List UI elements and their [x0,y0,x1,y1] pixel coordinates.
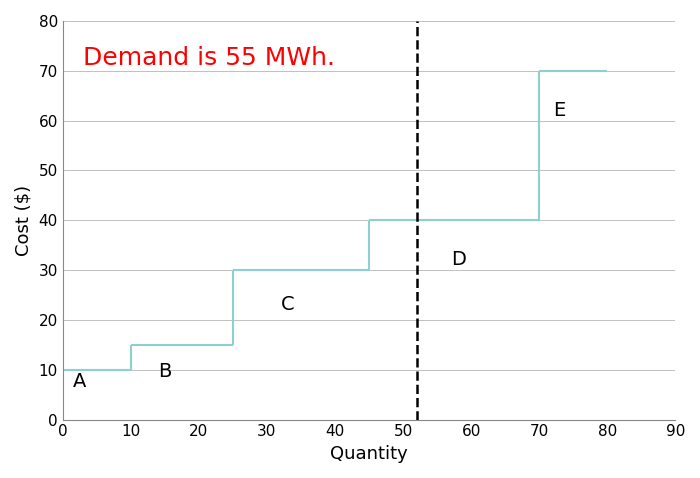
Text: D: D [451,250,466,269]
Text: A: A [73,372,86,391]
X-axis label: Quantity: Quantity [330,445,408,463]
Text: Demand is 55 MWh.: Demand is 55 MWh. [83,46,335,70]
Text: E: E [553,101,565,120]
Text: B: B [158,362,172,381]
Text: C: C [281,295,294,314]
Y-axis label: Cost ($): Cost ($) [15,185,33,256]
